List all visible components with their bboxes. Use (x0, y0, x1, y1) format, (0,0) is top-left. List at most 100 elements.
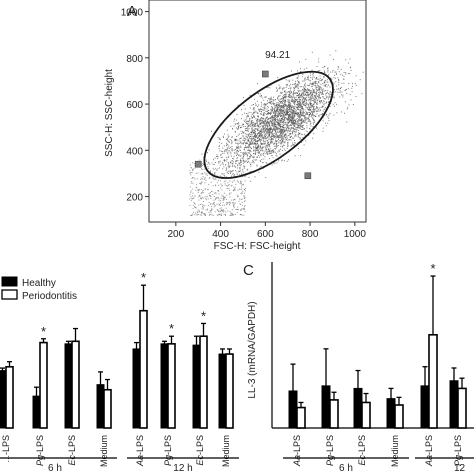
event-point (349, 73, 351, 75)
event-point (275, 145, 277, 147)
event-point (275, 133, 277, 135)
event-point (211, 209, 212, 211)
event-point (310, 91, 312, 93)
event-point (282, 105, 284, 107)
event-point (328, 93, 330, 95)
event-point (192, 204, 194, 206)
event-point (262, 121, 264, 123)
event-point (213, 202, 215, 204)
event-point (295, 93, 297, 95)
event-point (296, 113, 298, 115)
event-point (294, 126, 295, 127)
event-point (294, 128, 296, 130)
event-point (224, 175, 225, 177)
event-point (362, 71, 364, 73)
event-point (211, 208, 213, 210)
event-point (251, 156, 253, 158)
event-point (278, 135, 280, 137)
event-point (228, 151, 230, 153)
event-point (335, 71, 337, 73)
event-point (315, 87, 317, 88)
event-point (285, 136, 286, 138)
event-point (262, 140, 264, 142)
event-point (236, 147, 238, 149)
event-point (269, 124, 270, 126)
event-point (310, 94, 312, 96)
event-point (246, 154, 248, 155)
event-point (244, 112, 245, 114)
event-point (321, 90, 323, 92)
event-point (247, 136, 248, 138)
event-point (192, 177, 193, 179)
event-point (250, 154, 251, 156)
event-point (251, 125, 253, 127)
event-point (261, 101, 262, 103)
event-point (274, 120, 276, 122)
bar-periodontitis (103, 388, 112, 429)
event-point (294, 100, 296, 102)
event-point (252, 108, 254, 109)
event-point (222, 209, 224, 211)
event-point (271, 106, 272, 108)
event-point (307, 88, 308, 90)
event-point (243, 104, 245, 106)
event-point (298, 127, 300, 129)
event-point (269, 122, 271, 124)
event-point (301, 141, 303, 143)
event-point (271, 122, 273, 124)
event-point (309, 72, 311, 74)
event-point (266, 122, 268, 124)
event-point (291, 100, 293, 102)
event-point (287, 101, 289, 103)
event-point (260, 161, 262, 163)
event-point (337, 77, 339, 79)
event-point (302, 127, 304, 128)
event-point (300, 113, 302, 115)
event-point (261, 129, 263, 131)
event-point (247, 127, 249, 129)
x-tick-label: 1000 (344, 229, 367, 240)
event-point (296, 108, 298, 110)
event-point (282, 145, 284, 147)
event-point (304, 97, 305, 99)
event-point (277, 116, 279, 118)
event-point (292, 93, 294, 95)
event-point (322, 113, 323, 115)
event-point (326, 101, 328, 103)
event-point (255, 118, 257, 120)
event-point (240, 181, 242, 183)
event-point (247, 125, 249, 127)
event-point (327, 69, 329, 71)
event-point (300, 128, 302, 130)
event-point (196, 183, 197, 185)
event-point (242, 190, 244, 192)
event-point (279, 150, 281, 152)
event-point (333, 77, 335, 79)
event-point (314, 91, 316, 93)
event-point (316, 101, 318, 103)
event-point (230, 212, 232, 214)
event-point (222, 204, 224, 206)
event-point (284, 105, 286, 107)
event-point (293, 114, 295, 116)
event-point (279, 110, 281, 112)
event-point (276, 104, 278, 106)
event-point (269, 133, 271, 135)
event-point (309, 101, 311, 103)
event-point (201, 169, 203, 171)
event-point (204, 205, 206, 207)
event-point (275, 134, 277, 136)
event-point (305, 111, 307, 113)
event-point (309, 96, 311, 98)
event-point (310, 98, 312, 100)
event-point (270, 99, 272, 101)
event-point (266, 105, 268, 107)
event-point (229, 139, 231, 141)
panel-a-points (189, 50, 364, 216)
event-point (238, 142, 240, 144)
event-point (252, 136, 254, 137)
event-point (327, 116, 329, 118)
event-point (278, 141, 280, 143)
event-point (305, 93, 306, 95)
event-point (265, 104, 267, 106)
